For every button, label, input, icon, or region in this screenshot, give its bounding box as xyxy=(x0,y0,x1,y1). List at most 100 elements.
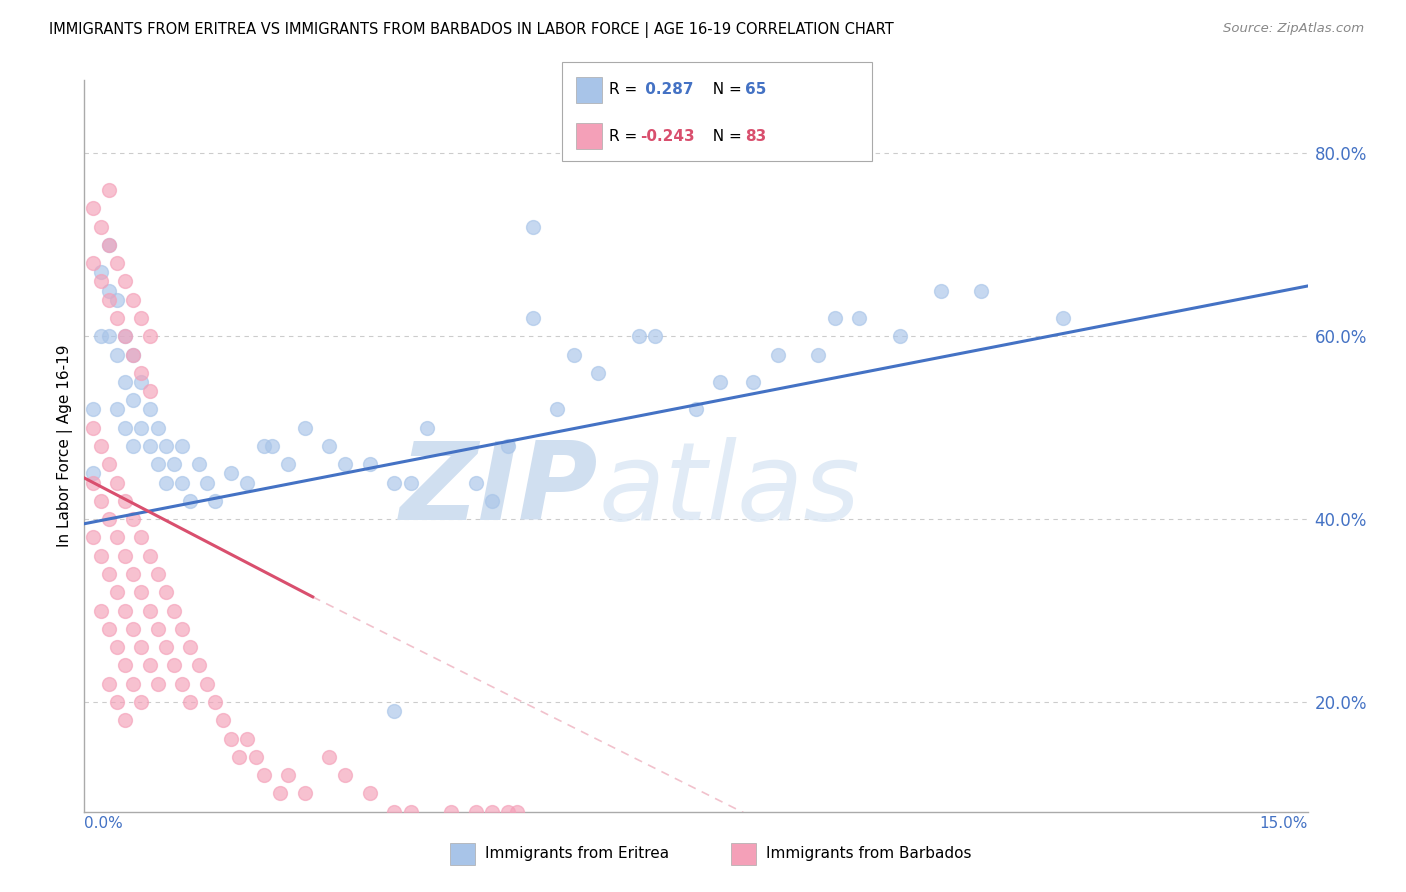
Point xyxy=(82,421,104,435)
Point xyxy=(163,457,186,471)
Point xyxy=(114,549,136,563)
Point xyxy=(318,749,340,764)
Point xyxy=(586,366,609,380)
Point xyxy=(131,585,153,599)
Point xyxy=(105,402,128,417)
Point xyxy=(481,494,503,508)
Text: N =: N = xyxy=(703,82,747,97)
Point xyxy=(131,366,153,380)
Point xyxy=(440,805,463,819)
Point xyxy=(97,238,120,252)
Point xyxy=(138,603,160,617)
Point xyxy=(131,640,153,655)
Point xyxy=(228,749,250,764)
Point xyxy=(90,549,112,563)
Point xyxy=(90,265,112,279)
Point xyxy=(889,329,911,343)
Point xyxy=(146,676,169,690)
Point xyxy=(131,695,153,709)
Point xyxy=(929,284,952,298)
Point xyxy=(766,348,789,362)
Point xyxy=(105,530,128,544)
Point xyxy=(1052,311,1074,326)
Point xyxy=(399,805,422,819)
Point xyxy=(464,475,486,490)
Point xyxy=(155,439,177,453)
Point xyxy=(97,676,120,690)
Point xyxy=(97,512,120,526)
Point xyxy=(260,439,283,453)
Point xyxy=(105,348,128,362)
Point xyxy=(709,375,731,389)
Text: ZIP: ZIP xyxy=(399,437,598,543)
Point xyxy=(146,457,169,471)
Text: R =: R = xyxy=(609,128,643,144)
Y-axis label: In Labor Force | Age 16-19: In Labor Force | Age 16-19 xyxy=(58,344,73,548)
Point xyxy=(105,695,128,709)
Point xyxy=(105,293,128,307)
Point xyxy=(138,658,160,673)
Point xyxy=(122,567,145,582)
Point xyxy=(970,284,993,298)
Point xyxy=(82,202,104,216)
Text: Immigrants from Barbados: Immigrants from Barbados xyxy=(766,847,972,861)
Text: N =: N = xyxy=(703,128,747,144)
Point xyxy=(90,274,112,288)
Point xyxy=(105,585,128,599)
Point xyxy=(138,549,160,563)
Point xyxy=(97,284,120,298)
Point xyxy=(138,402,160,417)
Point xyxy=(114,274,136,288)
Point xyxy=(382,805,405,819)
Point xyxy=(294,421,316,435)
Point xyxy=(122,622,145,636)
Point xyxy=(131,421,153,435)
Point xyxy=(562,348,585,362)
Text: 15.0%: 15.0% xyxy=(1260,816,1308,831)
Point xyxy=(90,219,112,234)
Point xyxy=(212,714,235,728)
Point xyxy=(807,348,830,362)
Point xyxy=(253,768,276,782)
Point xyxy=(219,731,242,746)
Point xyxy=(105,640,128,655)
Point xyxy=(114,714,136,728)
Point xyxy=(335,457,357,471)
Text: 0.287: 0.287 xyxy=(640,82,693,97)
Point xyxy=(382,704,405,718)
Point xyxy=(82,475,104,490)
Point xyxy=(505,805,527,819)
Point xyxy=(522,219,544,234)
Text: 65: 65 xyxy=(745,82,766,97)
Point xyxy=(97,238,120,252)
Text: Immigrants from Eritrea: Immigrants from Eritrea xyxy=(485,847,669,861)
Point xyxy=(179,695,201,709)
Point xyxy=(114,329,136,343)
Point xyxy=(685,402,707,417)
Point xyxy=(138,384,160,398)
Point xyxy=(97,567,120,582)
Point xyxy=(82,402,104,417)
Point xyxy=(82,467,104,481)
Point xyxy=(644,329,666,343)
Point xyxy=(245,749,267,764)
Point xyxy=(382,475,405,490)
Point xyxy=(416,421,439,435)
Point xyxy=(522,311,544,326)
Point xyxy=(82,256,104,270)
Point xyxy=(269,787,291,801)
Point xyxy=(179,640,201,655)
Point xyxy=(179,494,201,508)
Text: 83: 83 xyxy=(745,128,766,144)
Point xyxy=(131,375,153,389)
Point xyxy=(122,393,145,408)
Point xyxy=(498,805,520,819)
Point xyxy=(90,494,112,508)
Point xyxy=(498,439,520,453)
Point xyxy=(146,421,169,435)
Point xyxy=(114,421,136,435)
Point xyxy=(122,512,145,526)
Point xyxy=(122,348,145,362)
Point xyxy=(187,457,209,471)
Point xyxy=(131,530,153,544)
